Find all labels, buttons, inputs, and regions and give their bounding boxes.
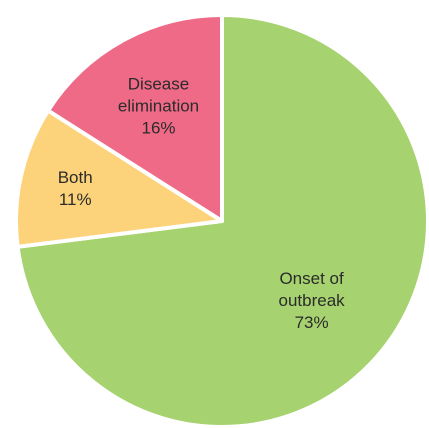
- pie-slice-label-0: Onset of outbreak 73%: [279, 269, 346, 332]
- pie-slice-2: [46, 13, 224, 223]
- pie-slice-name-2: Disease: [128, 75, 189, 94]
- labels-layer: Onset of outbreak 73% Both 11% Disease elimina…: [58, 75, 345, 333]
- pie-slice-name-2: elimination: [118, 97, 199, 116]
- pie-slice-name-0: Onset of: [279, 269, 344, 288]
- pie-slice-label-2: Disease elimination 16%: [118, 75, 199, 138]
- pie-slice-value-0: 73%: [295, 313, 329, 332]
- pie-slice-label-1: Both 11%: [58, 168, 93, 209]
- pie-slice-1: [14, 108, 224, 249]
- pie-slice-name-1: Both: [58, 168, 93, 187]
- pie-slice-value-2: 16%: [141, 119, 175, 138]
- pie-slice-value-1: 11%: [59, 190, 92, 209]
- pie-slice-name-0: outbreak: [279, 291, 346, 310]
- slices-layer: [14, 13, 429, 428]
